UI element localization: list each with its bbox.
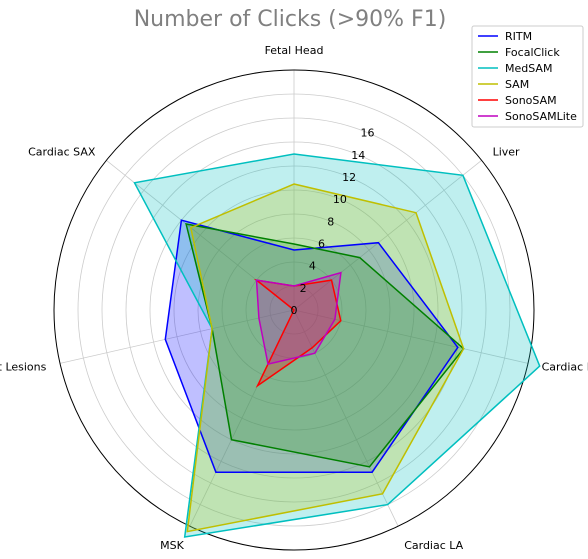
legend-label: RITM [505, 30, 532, 43]
category-label: Cardiac LA [404, 539, 463, 552]
series-line-sam [186, 183, 465, 533]
legend-frame [471, 25, 584, 128]
series-line-sonosam [253, 278, 342, 388]
radial-tick-label: 16 [360, 127, 374, 140]
series-fill-focalclick [186, 224, 464, 467]
series-fill-ritm [165, 220, 458, 473]
category-label: Breast Lesions [0, 361, 47, 374]
radial-tick-label: 14 [351, 149, 365, 162]
outer-ring [53, 69, 535, 551]
category-label: Liver [493, 146, 520, 159]
category-label: MSK [160, 539, 184, 552]
radial-tick-label: 10 [333, 193, 347, 206]
grid-spoke [293, 160, 482, 311]
radial-tick-label: 0 [291, 304, 298, 317]
radial-tick-label: 2 [300, 282, 307, 295]
series-line-medsam [133, 153, 541, 538]
category-label: Fetal Head [265, 44, 324, 57]
radial-tick-label: 12 [342, 171, 356, 184]
radial-tick-label: 8 [327, 215, 334, 228]
series-line-ritm [164, 219, 459, 473]
grid-spoke [293, 309, 399, 527]
grid-spoke [293, 309, 529, 364]
legend-label: SAM [505, 78, 529, 91]
chart-title: Number of Clicks (>90% F1) [134, 7, 447, 32]
legend-label: SonoSAM [505, 94, 557, 107]
radial-tick-label: 4 [309, 260, 316, 273]
series-line-focalclick [185, 223, 465, 468]
series-fill-sonosam [256, 280, 341, 386]
series-fill-sam [187, 184, 464, 532]
legend-label: SonoSAMLite [505, 110, 577, 123]
legend: RITM FocalClick MedSAM SAM SonoSAM SonoSAMLit… [471, 25, 584, 128]
legend-label: FocalClick [505, 46, 560, 59]
grid-spoke [59, 309, 295, 364]
category-label: Cardiac SAX [28, 146, 96, 159]
radar-grid [53, 69, 535, 551]
radial-tick-label: 6 [318, 237, 325, 250]
legend-label: MedSAM [505, 62, 552, 75]
radar-series [133, 153, 541, 538]
series-line-sonosamlite [255, 271, 342, 366]
category-label: Cardiac LV [542, 361, 588, 374]
